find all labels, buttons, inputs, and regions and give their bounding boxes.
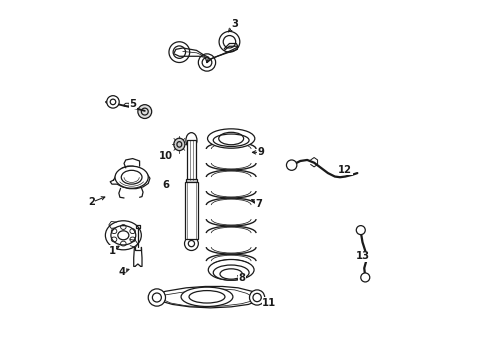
Text: 4: 4: [119, 267, 126, 276]
Bar: [185, 182, 198, 239]
Ellipse shape: [186, 132, 197, 148]
Ellipse shape: [115, 166, 148, 188]
Ellipse shape: [169, 42, 190, 63]
Ellipse shape: [105, 221, 141, 250]
Ellipse shape: [249, 290, 265, 305]
Text: 1: 1: [108, 246, 116, 256]
Ellipse shape: [138, 105, 152, 118]
Bar: [187, 140, 196, 180]
Ellipse shape: [174, 138, 185, 150]
Ellipse shape: [213, 134, 249, 147]
Text: 12: 12: [338, 165, 352, 175]
Ellipse shape: [208, 129, 255, 148]
Text: 13: 13: [356, 251, 369, 261]
Ellipse shape: [287, 160, 297, 170]
Text: 6: 6: [162, 180, 169, 190]
Text: 3: 3: [231, 19, 238, 30]
Ellipse shape: [361, 273, 370, 282]
Text: 5: 5: [129, 99, 136, 109]
Text: 10: 10: [158, 151, 172, 161]
Ellipse shape: [208, 260, 254, 280]
Text: 9: 9: [257, 147, 264, 157]
Bar: [186, 179, 197, 183]
Ellipse shape: [198, 54, 216, 71]
Ellipse shape: [185, 237, 198, 251]
Ellipse shape: [219, 31, 240, 52]
Ellipse shape: [213, 265, 249, 280]
Ellipse shape: [107, 96, 119, 108]
Text: 11: 11: [262, 298, 276, 308]
Ellipse shape: [181, 287, 233, 306]
Text: 8: 8: [238, 274, 245, 283]
Ellipse shape: [356, 226, 365, 235]
Text: 2: 2: [88, 198, 95, 207]
Text: 7: 7: [255, 199, 262, 209]
Ellipse shape: [148, 289, 166, 306]
